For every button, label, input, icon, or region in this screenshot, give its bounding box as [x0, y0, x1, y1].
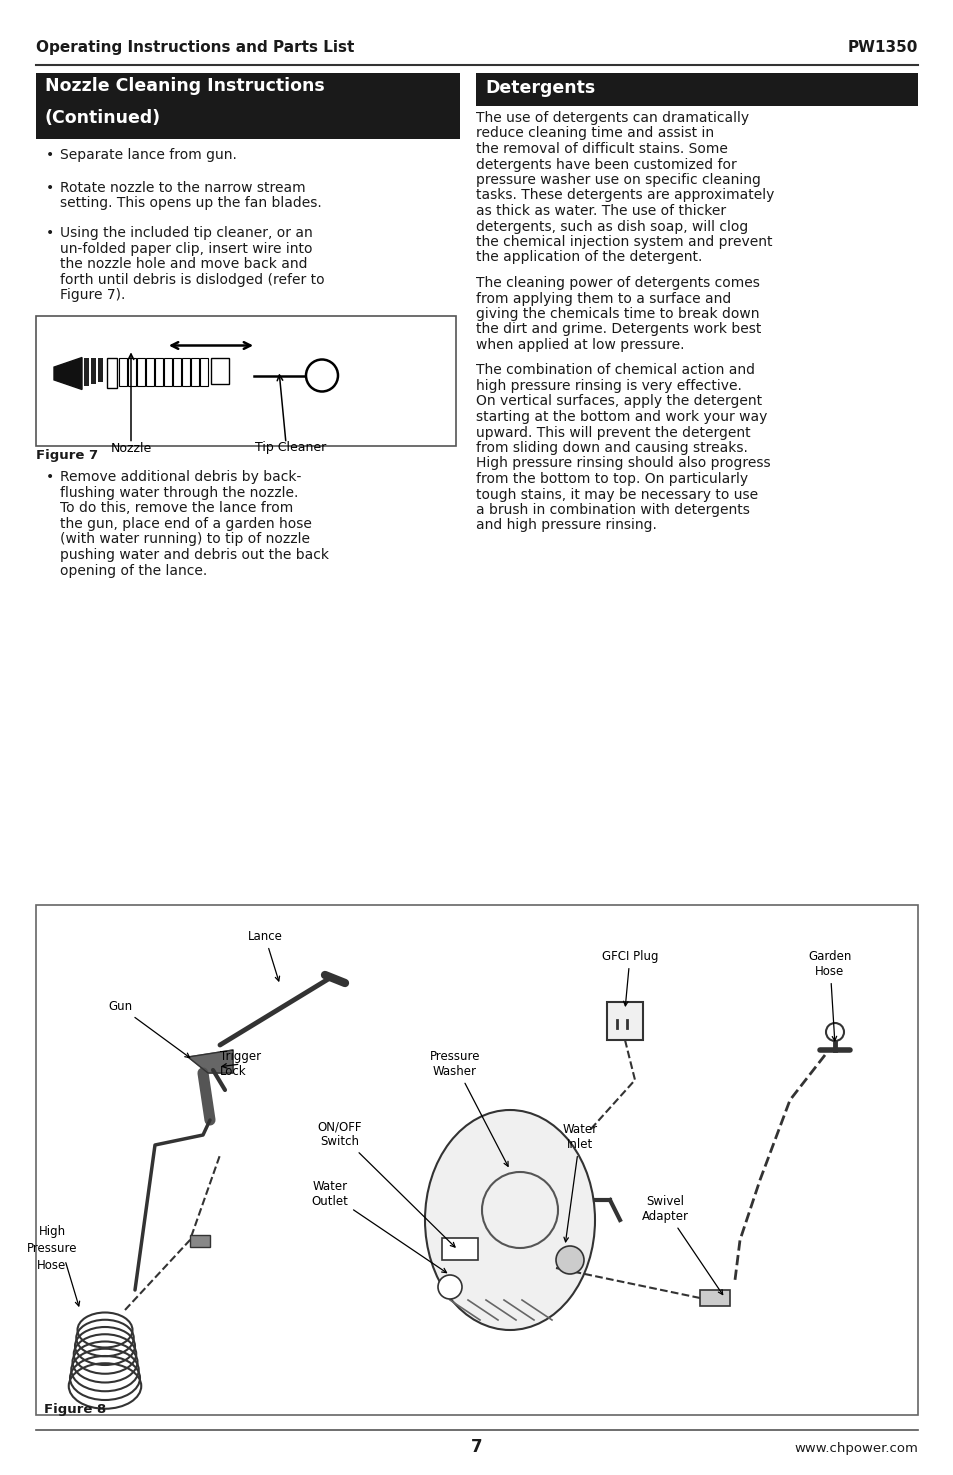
Text: setting. This opens up the fan blades.: setting. This opens up the fan blades.	[60, 196, 321, 211]
Circle shape	[825, 1024, 843, 1041]
Text: starting at the bottom and work your way: starting at the bottom and work your way	[476, 410, 766, 423]
Text: Nozzle Cleaning Instructions: Nozzle Cleaning Instructions	[45, 77, 324, 94]
Text: forth until debris is dislodged (refer to: forth until debris is dislodged (refer t…	[60, 273, 324, 288]
Text: •: •	[46, 227, 54, 240]
Text: Water
Outlet: Water Outlet	[312, 1180, 446, 1273]
Bar	[98, 357, 103, 382]
Text: GFCI Plug: GFCI Plug	[601, 950, 658, 1006]
Text: Swivel
Adapter: Swivel Adapter	[640, 1195, 722, 1295]
Text: Figure 7).: Figure 7).	[60, 289, 125, 302]
Polygon shape	[54, 357, 82, 389]
Text: high pressure rinsing is very effective.: high pressure rinsing is very effective.	[476, 379, 741, 392]
Bar	[606, 1002, 642, 1040]
Text: On vertical surfaces, apply the detergent: On vertical surfaces, apply the detergen…	[476, 394, 761, 409]
Text: the application of the detergent.: the application of the detergent.	[476, 251, 701, 264]
Text: Tip Cleaner: Tip Cleaner	[255, 441, 326, 454]
Text: flushing water through the nozzle.: flushing water through the nozzle.	[60, 485, 298, 500]
Text: Detergents: Detergents	[484, 80, 595, 97]
Text: from the bottom to top. On particularly: from the bottom to top. On particularly	[476, 472, 747, 485]
Text: tasks. These detergents are approximately: tasks. These detergents are approximatel…	[476, 189, 774, 202]
Text: •: •	[46, 148, 54, 162]
Text: Operating Instructions and Parts List: Operating Instructions and Parts List	[36, 40, 354, 55]
Bar	[36, 316, 456, 445]
Text: The use of detergents can dramatically: The use of detergents can dramatically	[476, 111, 748, 125]
Text: 7: 7	[471, 1438, 482, 1456]
Bar	[211, 357, 229, 384]
Text: and high pressure rinsing.: and high pressure rinsing.	[476, 519, 657, 532]
Bar	[441, 1238, 477, 1260]
Polygon shape	[188, 1050, 233, 1072]
Text: Pressure
Washer: Pressure Washer	[429, 1050, 508, 1167]
Text: The combination of chemical action and: The combination of chemical action and	[476, 363, 754, 378]
Text: from sliding down and causing streaks.: from sliding down and causing streaks.	[476, 441, 747, 454]
Bar	[154, 357, 163, 385]
Text: detergents, such as dish soap, will clog: detergents, such as dish soap, will clog	[476, 220, 747, 233]
Bar	[84, 357, 89, 385]
Text: To do this, remove the lance from: To do this, remove the lance from	[60, 502, 293, 515]
Text: the gun, place end of a garden hose: the gun, place end of a garden hose	[60, 518, 312, 531]
Bar	[107, 357, 117, 388]
Text: Remove additional debris by back-: Remove additional debris by back-	[60, 471, 301, 484]
Text: pressure washer use on specific cleaning: pressure washer use on specific cleaning	[476, 173, 760, 187]
Text: the chemical injection system and prevent: the chemical injection system and preven…	[476, 235, 772, 249]
Bar	[164, 357, 172, 385]
Text: Gun: Gun	[108, 1000, 190, 1058]
Bar	[137, 357, 145, 385]
Text: Lance: Lance	[247, 931, 282, 981]
Text: Trigger
Lock: Trigger Lock	[220, 1050, 261, 1078]
Text: the nozzle hole and move back and: the nozzle hole and move back and	[60, 258, 307, 271]
Text: tough stains, it may be necessary to use: tough stains, it may be necessary to use	[476, 488, 758, 502]
Bar	[91, 357, 96, 384]
Text: a brush in combination with detergents: a brush in combination with detergents	[476, 503, 749, 518]
Text: as thick as water. The use of thicker: as thick as water. The use of thicker	[476, 204, 725, 218]
Text: The cleaning power of detergents comes: The cleaning power of detergents comes	[476, 276, 760, 291]
Text: •: •	[46, 181, 54, 195]
Bar	[172, 357, 181, 385]
Text: Separate lance from gun.: Separate lance from gun.	[60, 148, 236, 162]
Text: Garden
Hose: Garden Hose	[807, 950, 851, 1041]
Text: (Continued): (Continued)	[45, 109, 161, 127]
Bar	[146, 357, 153, 385]
Ellipse shape	[424, 1111, 595, 1330]
Circle shape	[556, 1246, 583, 1274]
Bar	[200, 357, 208, 385]
Text: www.chpower.com: www.chpower.com	[793, 1443, 917, 1454]
Bar	[119, 357, 127, 385]
Text: •: •	[46, 471, 54, 484]
Text: pushing water and debris out the back: pushing water and debris out the back	[60, 549, 329, 562]
Text: Figure 7: Figure 7	[36, 450, 98, 463]
Text: Rotate nozzle to the narrow stream: Rotate nozzle to the narrow stream	[60, 181, 305, 195]
Bar	[36, 906, 917, 1415]
Text: Nozzle: Nozzle	[111, 441, 152, 454]
Text: from applying them to a surface and: from applying them to a surface and	[476, 292, 731, 305]
Text: giving the chemicals time to break down: giving the chemicals time to break down	[476, 307, 759, 322]
Text: (with water running) to tip of nozzle: (with water running) to tip of nozzle	[60, 532, 310, 547]
Text: ON/OFF
Switch: ON/OFF Switch	[317, 1120, 455, 1246]
Text: opening of the lance.: opening of the lance.	[60, 563, 207, 578]
Bar	[128, 357, 136, 385]
Text: High
Pressure
Hose: High Pressure Hose	[27, 1226, 77, 1271]
Bar	[700, 1291, 729, 1305]
Text: Figure 8: Figure 8	[44, 1403, 106, 1416]
Circle shape	[437, 1274, 461, 1299]
Text: un-folded paper clip, insert wire into: un-folded paper clip, insert wire into	[60, 242, 313, 257]
Text: upward. This will prevent the detergent: upward. This will prevent the detergent	[476, 425, 750, 440]
Bar	[182, 357, 190, 385]
Bar	[191, 357, 199, 385]
Bar	[476, 72, 917, 106]
Text: PW1350: PW1350	[846, 40, 917, 55]
Text: when applied at low pressure.: when applied at low pressure.	[476, 338, 684, 353]
Text: reduce cleaning time and assist in: reduce cleaning time and assist in	[476, 127, 714, 140]
Text: Using the included tip cleaner, or an: Using the included tip cleaner, or an	[60, 227, 313, 240]
Bar	[190, 1235, 210, 1246]
Bar	[36, 72, 459, 139]
Text: detergents have been customized for: detergents have been customized for	[476, 158, 736, 171]
Text: High pressure rinsing should also progress: High pressure rinsing should also progre…	[476, 456, 770, 471]
Text: the dirt and grime. Detergents work best: the dirt and grime. Detergents work best	[476, 323, 760, 336]
Text: the removal of difficult stains. Some: the removal of difficult stains. Some	[476, 142, 727, 156]
Text: Water
Inlet: Water Inlet	[562, 1122, 597, 1242]
